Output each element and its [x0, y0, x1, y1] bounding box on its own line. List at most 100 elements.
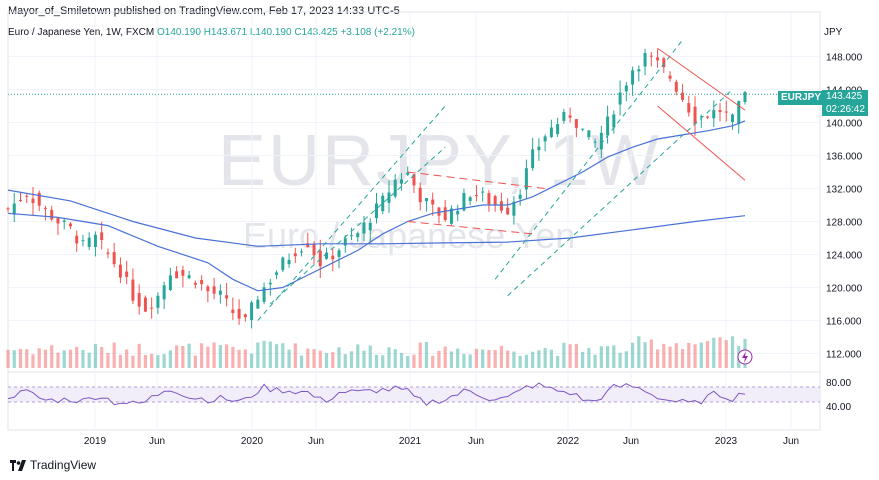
candle-body [674, 81, 678, 92]
x-tick-label: 2023 [715, 436, 738, 447]
symbol-legend: Euro / Japanese Yen, 1W, FXCM O140.190 H… [8, 27, 415, 38]
volume-bar [175, 345, 179, 368]
candle-body [618, 92, 622, 105]
volume-bar [381, 355, 385, 368]
candle-body [112, 252, 116, 265]
volume-bar [637, 336, 641, 368]
y-tick-label: 136.000 [826, 152, 863, 163]
volume-bar [593, 354, 597, 368]
volume-bar [412, 354, 416, 368]
volume-bar [618, 352, 622, 368]
volume-bar [474, 348, 479, 368]
volume-bar [218, 344, 222, 368]
y-tick-label: 112.000 [826, 350, 862, 361]
x-tick-label: Jun [308, 436, 324, 447]
rsi-line [7, 382, 746, 407]
volume-bar [612, 345, 616, 368]
candle-body [593, 141, 597, 143]
volume-bar [531, 351, 535, 368]
volume-bar [462, 353, 466, 368]
volume-bar [324, 353, 329, 368]
candle-body [568, 115, 572, 118]
candle-body [193, 282, 197, 285]
volume-bar [150, 353, 154, 368]
candle-body [156, 295, 160, 308]
volume-bar [599, 346, 603, 368]
volume-bar [699, 342, 703, 368]
candle-body [524, 168, 528, 190]
candle-body [456, 210, 460, 215]
volume-bar [231, 346, 235, 368]
candle-body [287, 259, 291, 265]
x-tick-label: 2019 [84, 436, 107, 447]
candle-body [25, 195, 29, 197]
volume-bar [481, 349, 485, 368]
y-tick-label: 140.000 [826, 119, 863, 130]
volume-bar [31, 354, 35, 368]
volume-bar [687, 342, 691, 368]
volume-bar [437, 350, 441, 368]
volume-bar [431, 355, 435, 368]
volume-bar [131, 355, 135, 368]
candle-body [706, 116, 710, 118]
volume-bar [568, 344, 572, 368]
volume-bar [680, 349, 685, 368]
candle-body [718, 110, 722, 113]
volume-bar [206, 346, 210, 368]
tradingview-brand: TradingView [30, 458, 97, 472]
volume-bar [237, 349, 241, 368]
candle-body [631, 70, 635, 85]
candle-body [362, 222, 366, 234]
y-tick-label: 120.000 [826, 284, 863, 295]
volume-bar [6, 349, 10, 368]
volume-bar [574, 343, 578, 368]
volume-bar [118, 354, 123, 368]
candle-body [275, 272, 279, 275]
volume-bar [730, 336, 735, 368]
volume-bar [343, 354, 347, 368]
candle-body [449, 208, 453, 224]
candle-body [356, 233, 360, 238]
candle-body [724, 111, 728, 113]
volume-bar [605, 346, 610, 368]
wedge-line-lower [657, 105, 746, 181]
candle-body [331, 255, 335, 260]
candle-body [662, 58, 666, 68]
candle-body [574, 119, 578, 128]
volume-bar [112, 342, 116, 368]
x-tick-label: 2021 [399, 436, 422, 447]
candle-body [162, 285, 166, 300]
ma-slow-line [7, 189, 746, 247]
tradingview-logo[interactable]: TradingView [10, 458, 96, 472]
candle-body [381, 195, 385, 212]
candle-body [637, 69, 641, 72]
candle-body [37, 192, 41, 206]
candle-body [81, 240, 85, 242]
candle-body [343, 238, 347, 246]
volume-bar [506, 350, 510, 368]
channel-line-upper-2 [494, 39, 683, 280]
volume-bar [75, 346, 79, 368]
y-tick-label: 128.000 [826, 218, 863, 229]
candle-body [93, 234, 97, 247]
candle-body [43, 207, 47, 209]
candle-body [537, 146, 541, 151]
volume-bar [449, 351, 454, 368]
candle-body [6, 208, 10, 210]
candle-body [643, 53, 647, 67]
candle-body [412, 174, 416, 186]
volume-bar [387, 347, 391, 368]
volume-bar [424, 342, 429, 368]
candle-body [62, 220, 66, 222]
volume-bar [406, 355, 410, 368]
volume-bar [524, 354, 528, 368]
candle-body [225, 295, 229, 299]
volume-bar [225, 344, 229, 368]
volume-bar [249, 353, 254, 368]
volume-bar [93, 343, 98, 368]
volume-bar [318, 350, 322, 368]
candle-body [150, 307, 154, 309]
x-tick-label: Jun [149, 436, 165, 447]
publish-header: Mayor_of_Smiletown published on TradingV… [8, 5, 400, 17]
